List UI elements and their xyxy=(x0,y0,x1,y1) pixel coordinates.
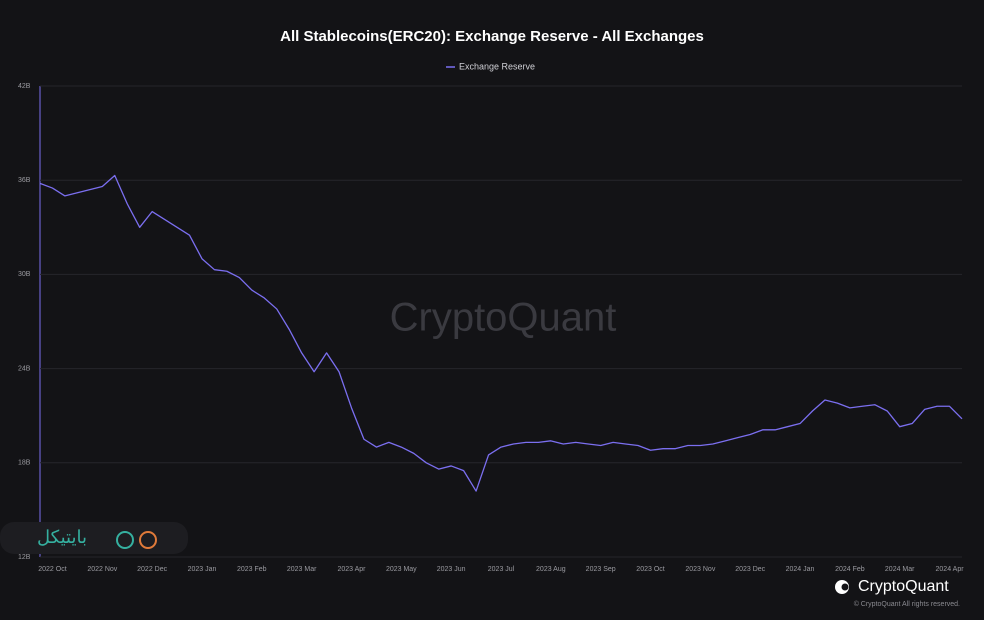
brand-icon-hole xyxy=(841,583,849,591)
x-tick-label: 2023 Oct xyxy=(636,566,664,573)
y-tick-label: 42B xyxy=(18,83,31,90)
x-tick-label: 2022 Dec xyxy=(137,566,167,573)
x-tick-label: 2023 Mar xyxy=(287,566,317,573)
y-tick-label: 36B xyxy=(18,177,31,184)
x-tick-label: 2024 Jan xyxy=(786,566,815,573)
overlay-logo: بایتیکل xyxy=(37,527,87,547)
y-tick-label: 30B xyxy=(18,271,31,278)
x-tick-label: 2023 Apr xyxy=(337,566,366,573)
copyright: © CryptoQuant All rights reserved. xyxy=(854,600,960,608)
chart-title: All Stablecoins(ERC20): Exchange Reserve… xyxy=(280,28,704,45)
data-line xyxy=(39,174,963,492)
overlay-logo-box xyxy=(0,522,188,554)
x-tick-label: 2023 Sep xyxy=(586,566,616,573)
y-tick-label: 18B xyxy=(18,460,31,467)
x-tick-label: 2023 Jul xyxy=(488,566,515,573)
brand: CryptoQuant xyxy=(858,578,949,595)
watermark: CryptoQuant xyxy=(390,296,617,340)
x-tick-label: 2024 Apr xyxy=(936,566,965,573)
x-tick-label: 2024 Feb xyxy=(835,566,865,573)
x-tick-label: 2023 Nov xyxy=(685,566,715,573)
x-tick-label: 2023 Jan xyxy=(188,566,217,573)
x-tick-label: 2024 Mar xyxy=(885,566,915,573)
y-tick-label: 12B xyxy=(18,554,31,561)
y-tick-label: 24B xyxy=(18,365,31,372)
x-tick-label: 2022 Nov xyxy=(87,566,117,573)
x-tick-label: 2023 Aug xyxy=(536,566,566,573)
x-tick-label: 2023 Dec xyxy=(735,566,765,573)
x-tick-label: 2023 May xyxy=(386,566,417,573)
legend: Exchange Reserve xyxy=(446,61,535,71)
overlay-logo-icon xyxy=(116,531,157,549)
x-tick-label: 2022 Oct xyxy=(38,566,66,573)
x-tick-label: 2023 Jun xyxy=(437,566,466,573)
x-tick-label: 2023 Feb xyxy=(237,566,267,573)
legend-label: Exchange Reserve xyxy=(459,61,535,71)
